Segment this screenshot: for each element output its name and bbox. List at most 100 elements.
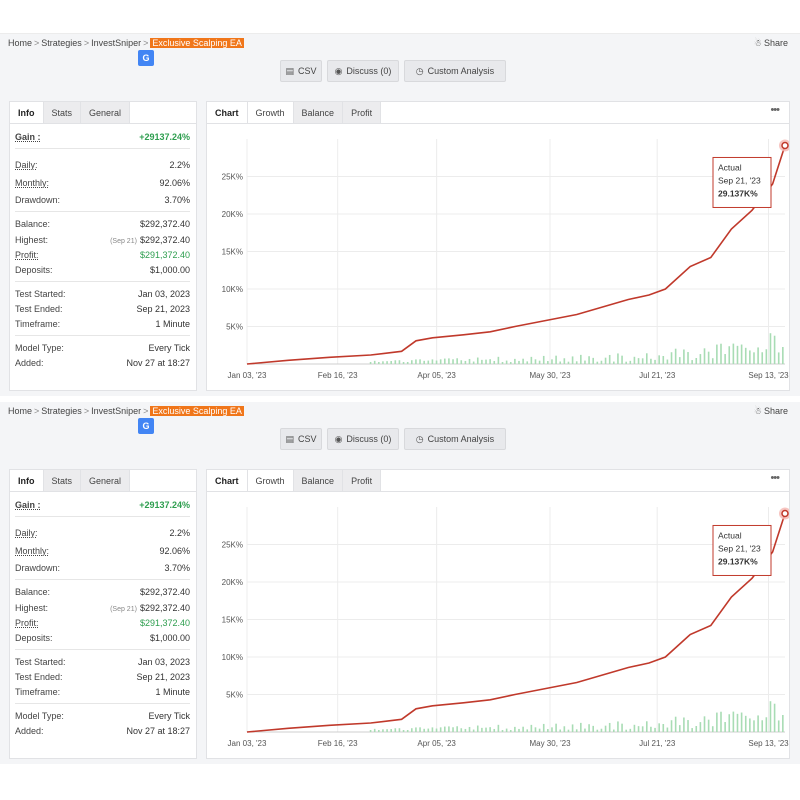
chart-menu-button[interactable]: ••• <box>770 472 780 484</box>
timeframe-row: Timeframe: 1 Minute <box>15 686 190 698</box>
divider <box>15 281 190 282</box>
volume-bar <box>427 360 430 364</box>
custom-analysis-button[interactable]: ◷ Custom Analysis <box>404 60 506 82</box>
volume-bar <box>509 730 512 732</box>
google-translate-icon[interactable]: G <box>138 418 154 434</box>
volume-bar <box>489 359 491 364</box>
daily-value: 2.2% <box>169 160 190 170</box>
volume-bar <box>460 728 463 732</box>
x-tick-label: Jul 21, '23 <box>639 371 676 380</box>
data-point-marker[interactable] <box>781 141 789 150</box>
growth-chart: 5K% 10K% 15K% 20K% 25K% Jan 03, '23 Feb 16, '2… <box>222 139 789 380</box>
growth-line <box>246 145 786 365</box>
volume-bar <box>757 347 759 364</box>
volume-bar <box>608 354 611 364</box>
breadcrumb: Home > Strategies > InvestSniper > Exclusive S… <box>8 406 244 416</box>
divider <box>15 703 190 704</box>
volume-bar <box>699 354 702 364</box>
volume-bar <box>497 724 500 732</box>
highest-label: Highest: <box>15 235 49 245</box>
tab-general[interactable]: General <box>81 102 131 123</box>
share-label: Share <box>763 38 788 48</box>
volume-bar <box>481 359 483 364</box>
chart-tabs: Chart Growth Balance Profit <box>207 102 789 124</box>
added-label: Added: <box>15 358 44 368</box>
x-tick-label: Feb 16, '23 <box>318 739 358 748</box>
volume-bar <box>720 711 722 732</box>
discuss-button[interactable]: ◉ Discuss (0) <box>327 60 399 82</box>
added-row: Added: Nov 27 at 18:27 <box>15 725 190 737</box>
breadcrumb-strategies[interactable]: Strategies <box>41 38 82 48</box>
tab-info[interactable]: Info <box>10 470 44 491</box>
volume-bar <box>740 344 743 364</box>
data-point-marker[interactable] <box>781 509 789 518</box>
daily-value: 2.2% <box>169 528 190 538</box>
tab-info[interactable]: Info <box>10 102 44 123</box>
volume-bar <box>443 726 446 732</box>
monthly-row: Monthly: 92.06% <box>15 177 190 189</box>
share-button[interactable]: ☃ Share <box>754 406 788 417</box>
strategy-section: Home > Strategies > InvestSniper > Exclusive S… <box>0 402 800 764</box>
tab-general[interactable]: General <box>81 470 131 491</box>
volume-bar <box>547 729 549 732</box>
custom-analysis-button[interactable]: ◷ Custom Analysis <box>404 428 506 450</box>
test-ended-value: Sep 21, 2023 <box>136 304 190 314</box>
volume-bar <box>394 360 397 364</box>
monthly-row: Monthly: 92.06% <box>15 545 190 557</box>
volume-bar <box>588 724 590 732</box>
volume-bar <box>613 361 615 364</box>
volume-bar <box>406 362 409 364</box>
volume-bar <box>456 726 458 732</box>
volume-bar <box>621 723 623 732</box>
breadcrumb-home[interactable]: Home <box>8 38 33 48</box>
csv-button[interactable]: ▤ CSV <box>280 60 322 82</box>
google-translate-icon[interactable]: G <box>138 50 154 66</box>
volume-bar <box>641 358 644 364</box>
volume-bar <box>571 356 574 364</box>
tab-balance[interactable]: Balance <box>293 102 344 123</box>
tab-profit[interactable]: Profit <box>343 470 382 491</box>
tab-balance[interactable]: Balance <box>293 470 344 491</box>
csv-button[interactable]: ▤ CSV <box>280 428 322 450</box>
tab-chart[interactable]: Chart <box>207 102 248 123</box>
chat-bubble-icon: ◉ <box>334 433 343 444</box>
model-type-label: Model Type: <box>15 711 64 721</box>
tab-profit[interactable]: Profit <box>343 102 382 123</box>
chart-menu-button[interactable]: ••• <box>770 104 780 116</box>
volume-bar <box>472 729 475 732</box>
volume-bar <box>662 356 665 364</box>
volume-bar <box>427 728 430 732</box>
share-button[interactable]: ☃ Share <box>754 38 788 49</box>
timeframe-label: Timeframe: <box>15 319 61 329</box>
volume-bar <box>518 728 520 732</box>
document-icon: ▤ <box>285 65 294 76</box>
breadcrumb: Home > Strategies > InvestSniper > Exclusive S… <box>8 38 244 48</box>
volume-bar <box>423 728 425 732</box>
tab-growth[interactable]: Growth <box>247 102 294 123</box>
gain-label: Gain : <box>15 500 41 510</box>
volume-bar <box>551 727 553 732</box>
volume-bar <box>645 721 648 732</box>
volume-bar <box>621 355 623 364</box>
discuss-button-label: Discuss (0) <box>346 434 392 444</box>
volume-bar <box>538 360 541 364</box>
discuss-button[interactable]: ◉ Discuss (0) <box>327 428 399 450</box>
gain-row: Gain : +29137.24% <box>15 131 190 143</box>
volume-bar <box>501 730 504 732</box>
volume-bar <box>670 352 673 364</box>
deposits-row: Deposits: $1,000.00 <box>15 264 190 276</box>
breadcrumb-strategies[interactable]: Strategies <box>41 406 82 416</box>
volume-bar <box>749 718 751 732</box>
breadcrumb-investsniper[interactable]: InvestSniper <box>91 406 142 416</box>
breadcrumb-investsniper[interactable]: InvestSniper <box>91 38 142 48</box>
breadcrumb-current: Exclusive Scalping EA <box>150 406 244 416</box>
volume-bar <box>773 703 776 732</box>
custom-analysis-button-label: Custom Analysis <box>427 66 495 76</box>
volume-bar <box>386 729 388 732</box>
tab-stats[interactable]: Stats <box>43 470 82 491</box>
tab-growth[interactable]: Growth <box>247 470 294 491</box>
breadcrumb-home[interactable]: Home <box>8 406 33 416</box>
tab-stats[interactable]: Stats <box>43 102 82 123</box>
tab-chart[interactable]: Chart <box>207 470 248 491</box>
volume-bar <box>670 720 673 732</box>
